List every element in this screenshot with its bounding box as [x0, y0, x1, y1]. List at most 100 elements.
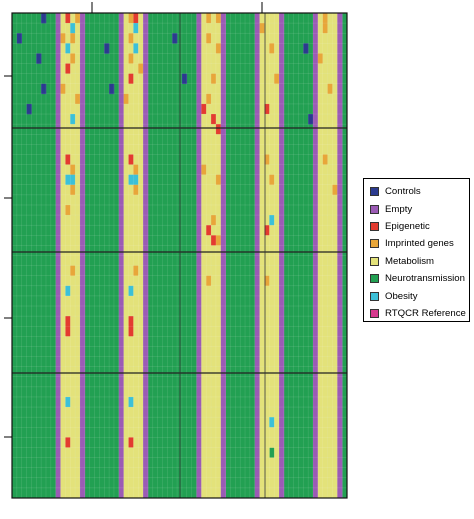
- heatmap-cell: [211, 407, 217, 418]
- heatmap-cell: [206, 114, 212, 125]
- heatmap-cell: [201, 386, 207, 398]
- heatmap-cell: [128, 63, 134, 74]
- heatmap-cell: [79, 103, 86, 115]
- heatmap-cell: [196, 164, 202, 175]
- heatmap-cell: [332, 174, 338, 186]
- heatmap-cell: [322, 215, 328, 226]
- heatmap-cell: [274, 306, 280, 317]
- heatmap-cell: [274, 235, 280, 246]
- heatmap-cell: [313, 255, 319, 266]
- heatmap-cell: [70, 346, 76, 357]
- heatmap-cell: [332, 33, 338, 44]
- heatmap-cell: [327, 447, 333, 458]
- heatmap-cell: [133, 73, 139, 85]
- heatmap-cell: [215, 33, 222, 44]
- heatmap-cell: [264, 356, 270, 367]
- heatmap-cell: [332, 134, 338, 145]
- heatmap-cell: [75, 215, 81, 226]
- heatmap-cell: [279, 144, 285, 155]
- heatmap-cell: [322, 235, 328, 246]
- heatmap-cell: [264, 376, 270, 388]
- heatmap-cell: [264, 407, 270, 418]
- heatmap-cell: [55, 114, 61, 125]
- heatmap-cell: [254, 245, 260, 256]
- heatmap-cell: [128, 376, 134, 388]
- heatmap-cell: [60, 53, 66, 64]
- heatmap-cell: [75, 164, 81, 175]
- heatmap-cell: [322, 346, 328, 357]
- heatmap-cell: [65, 346, 71, 357]
- heatmap-cell: [332, 245, 338, 256]
- heatmap-cell: [123, 427, 129, 438]
- heatmap-cell: [79, 457, 86, 468]
- heatmap-cell: [337, 356, 343, 367]
- heatmap-cell: [196, 114, 202, 125]
- heatmap-cell: [254, 124, 260, 135]
- heatmap-cell: [337, 144, 343, 155]
- heatmap-cell: [264, 144, 270, 155]
- heatmap-cell: [123, 83, 129, 95]
- heatmap-cell: [138, 255, 144, 266]
- heatmap-cell: [65, 376, 71, 388]
- heatmap-cell: [332, 407, 338, 418]
- heatmap-cell: [220, 346, 226, 357]
- heatmap-cell: [211, 144, 217, 155]
- heatmap-cell: [274, 295, 280, 307]
- heatmap-cell: [269, 366, 275, 378]
- heatmap-cell: [337, 124, 343, 135]
- heatmap-cell: [332, 396, 338, 408]
- heatmap-cell: [138, 194, 144, 206]
- heatmap-cell: [211, 356, 217, 367]
- heatmap-cell: [322, 376, 328, 388]
- heatmap-cell: [317, 255, 324, 266]
- heatmap-cell: [79, 275, 86, 287]
- heatmap-cell: [75, 346, 81, 357]
- heatmap-cell: [279, 336, 285, 347]
- heatmap-cell: [313, 23, 319, 34]
- heatmap-cell: [138, 204, 144, 216]
- heatmap-cell: [70, 417, 76, 428]
- heatmap-cell: [123, 13, 129, 24]
- heatmap-cell: [259, 346, 265, 357]
- heatmap-cell: [254, 184, 260, 196]
- heatmap-cell: [317, 356, 324, 367]
- heatmap-cell: [128, 336, 134, 347]
- heatmap-cell: [254, 417, 260, 428]
- heatmap-cell: [70, 366, 76, 378]
- heatmap-cell: [332, 477, 338, 489]
- heatmap-cell: [322, 366, 328, 378]
- heatmap-cell: [128, 154, 134, 165]
- heatmap-cell: [70, 114, 76, 125]
- heatmap-cell: [65, 386, 71, 398]
- heatmap-cell: [55, 53, 61, 64]
- heatmap-cell: [254, 447, 260, 458]
- heatmap-cell: [75, 275, 81, 287]
- heatmap-cell: [143, 154, 149, 165]
- heatmap-cell: [211, 63, 217, 74]
- legend-swatch: [370, 221, 379, 231]
- heatmap-cell: [322, 285, 328, 297]
- heatmap-cell: [269, 174, 275, 186]
- heatmap-cell: [55, 164, 61, 175]
- heatmap-cell: [215, 215, 222, 226]
- heatmap-cell: [123, 43, 129, 54]
- heatmap-cell: [133, 376, 139, 388]
- heatmap-cell: [211, 275, 217, 287]
- heatmap-cell: [201, 376, 207, 388]
- heatmap-cell: [143, 215, 149, 226]
- heatmap-cell: [143, 63, 149, 74]
- heatmap-cell: [269, 326, 275, 337]
- heatmap-cell: [337, 215, 343, 226]
- heatmap-cell: [196, 427, 202, 438]
- heatmap-cell: [313, 114, 319, 125]
- heatmap-cell: [201, 13, 207, 24]
- heatmap-cell: [75, 134, 81, 145]
- heatmap-cell: [133, 215, 139, 226]
- heatmap-cell: [65, 63, 71, 74]
- heatmap-cell: [332, 417, 338, 428]
- heatmap-cell: [206, 144, 212, 155]
- heatmap-cell: [317, 316, 324, 327]
- heatmap-cell: [269, 43, 275, 54]
- legend-swatch: [370, 291, 379, 301]
- heatmap-cell: [196, 194, 202, 206]
